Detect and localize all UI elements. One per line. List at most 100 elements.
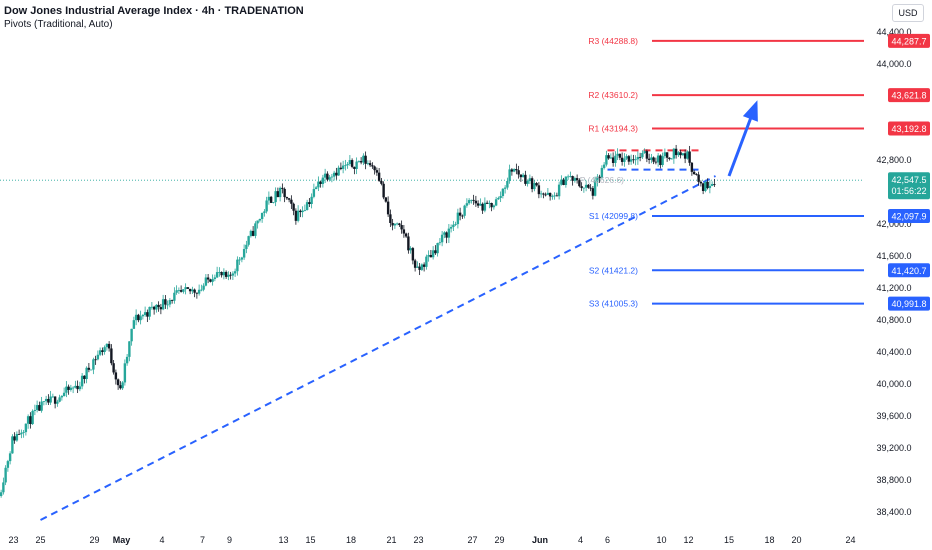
candle-body — [483, 202, 487, 211]
candle-body — [80, 375, 84, 387]
candle-body — [65, 386, 68, 393]
candle-body — [686, 151, 689, 159]
candle-body — [589, 187, 592, 189]
candle-body — [184, 287, 187, 290]
candle-body — [614, 155, 617, 163]
candle-body — [497, 197, 500, 200]
pivot-label: S1 (42099.8) — [589, 211, 638, 221]
candle-body — [652, 157, 655, 162]
candle-body — [222, 271, 226, 276]
candle-body — [404, 233, 408, 237]
candle-body — [708, 185, 712, 189]
x-tick-label: 24 — [845, 535, 855, 545]
candle-body — [251, 230, 255, 236]
candle-body — [395, 223, 399, 225]
candle-body — [485, 202, 489, 204]
candle-body — [461, 215, 464, 217]
projection-arrow-head[interactable] — [742, 100, 758, 122]
y-tick-label: 39,600.0 — [876, 411, 911, 421]
candle-body — [310, 196, 313, 205]
y-tick-label: 42,000.0 — [876, 219, 911, 229]
candle-body — [470, 199, 473, 201]
candle-body — [87, 367, 91, 370]
pivot-price-tag — [888, 296, 930, 311]
candle-body — [663, 152, 667, 157]
candle-body — [616, 153, 619, 156]
x-tick-label: 15 — [305, 535, 315, 545]
candle-body — [121, 382, 124, 389]
candle-body — [305, 202, 309, 211]
candle-body — [152, 306, 156, 310]
candle-body — [85, 367, 88, 380]
candle-body — [238, 259, 241, 261]
candle-body — [602, 164, 606, 168]
candle-body — [679, 152, 682, 156]
candle-body — [78, 386, 82, 390]
candle-body — [344, 165, 347, 167]
candle-body — [38, 405, 41, 411]
candle-body — [618, 153, 622, 158]
x-tick-label: 4 — [578, 535, 583, 545]
candle-body — [4, 467, 7, 483]
x-tick-label: 29 — [89, 535, 99, 545]
candle-body — [233, 271, 237, 274]
candle-body — [177, 290, 181, 291]
candle-body — [92, 359, 95, 370]
candle-body — [677, 152, 680, 156]
x-tick-label: 20 — [791, 535, 801, 545]
candle-body — [125, 356, 129, 364]
candle-body — [490, 202, 493, 208]
candle-body — [231, 273, 235, 276]
candle-body — [670, 158, 673, 160]
candle-body — [8, 453, 12, 462]
currency-button[interactable]: USD — [892, 4, 924, 22]
candle-body — [229, 274, 232, 276]
candle-body — [384, 197, 388, 202]
candle-body — [146, 312, 149, 317]
candle-body — [535, 183, 538, 186]
candle-body — [263, 211, 266, 213]
candle-body — [699, 181, 703, 184]
candle-body — [164, 299, 167, 305]
candle-body — [467, 200, 471, 204]
candle-body — [69, 387, 73, 390]
candle-body — [704, 181, 707, 192]
candle-body — [364, 155, 367, 164]
candle-body — [103, 347, 106, 352]
candle-body — [425, 256, 428, 267]
candle-body — [287, 198, 291, 200]
candle-body — [303, 210, 307, 211]
x-tick-label: 4 — [159, 535, 164, 545]
pivot-price-tag — [888, 209, 930, 224]
candle-body — [299, 210, 302, 213]
candle-body — [377, 172, 381, 181]
candle-body — [254, 223, 257, 236]
candle-body — [94, 359, 97, 361]
candle-body — [49, 396, 52, 403]
candle-body — [517, 170, 520, 175]
candle-body — [197, 289, 201, 294]
candle-body — [683, 153, 687, 159]
candle-body — [557, 184, 561, 197]
candle-body — [503, 187, 507, 189]
candle-body — [510, 169, 514, 172]
candle-body — [706, 181, 709, 189]
candle-body — [346, 164, 349, 166]
candle-body — [623, 158, 626, 162]
candle-body — [40, 401, 43, 411]
rising-support-trendline[interactable] — [40, 175, 716, 521]
candle-body — [161, 299, 165, 310]
candle-body — [170, 300, 174, 301]
pivot-price-tag-text: 41,420.7 — [891, 266, 926, 276]
indicator-legend[interactable]: Pivots (Traditional, Auto) — [4, 19, 113, 30]
candle-body — [341, 165, 345, 169]
candle-body — [56, 401, 59, 404]
time-axis[interactable] — [0, 528, 932, 550]
candle-body — [339, 167, 343, 169]
candle-body — [157, 304, 160, 308]
candle-body — [278, 187, 282, 198]
candle-body — [593, 181, 597, 196]
candle-body — [474, 200, 478, 204]
candle-body — [265, 200, 268, 212]
